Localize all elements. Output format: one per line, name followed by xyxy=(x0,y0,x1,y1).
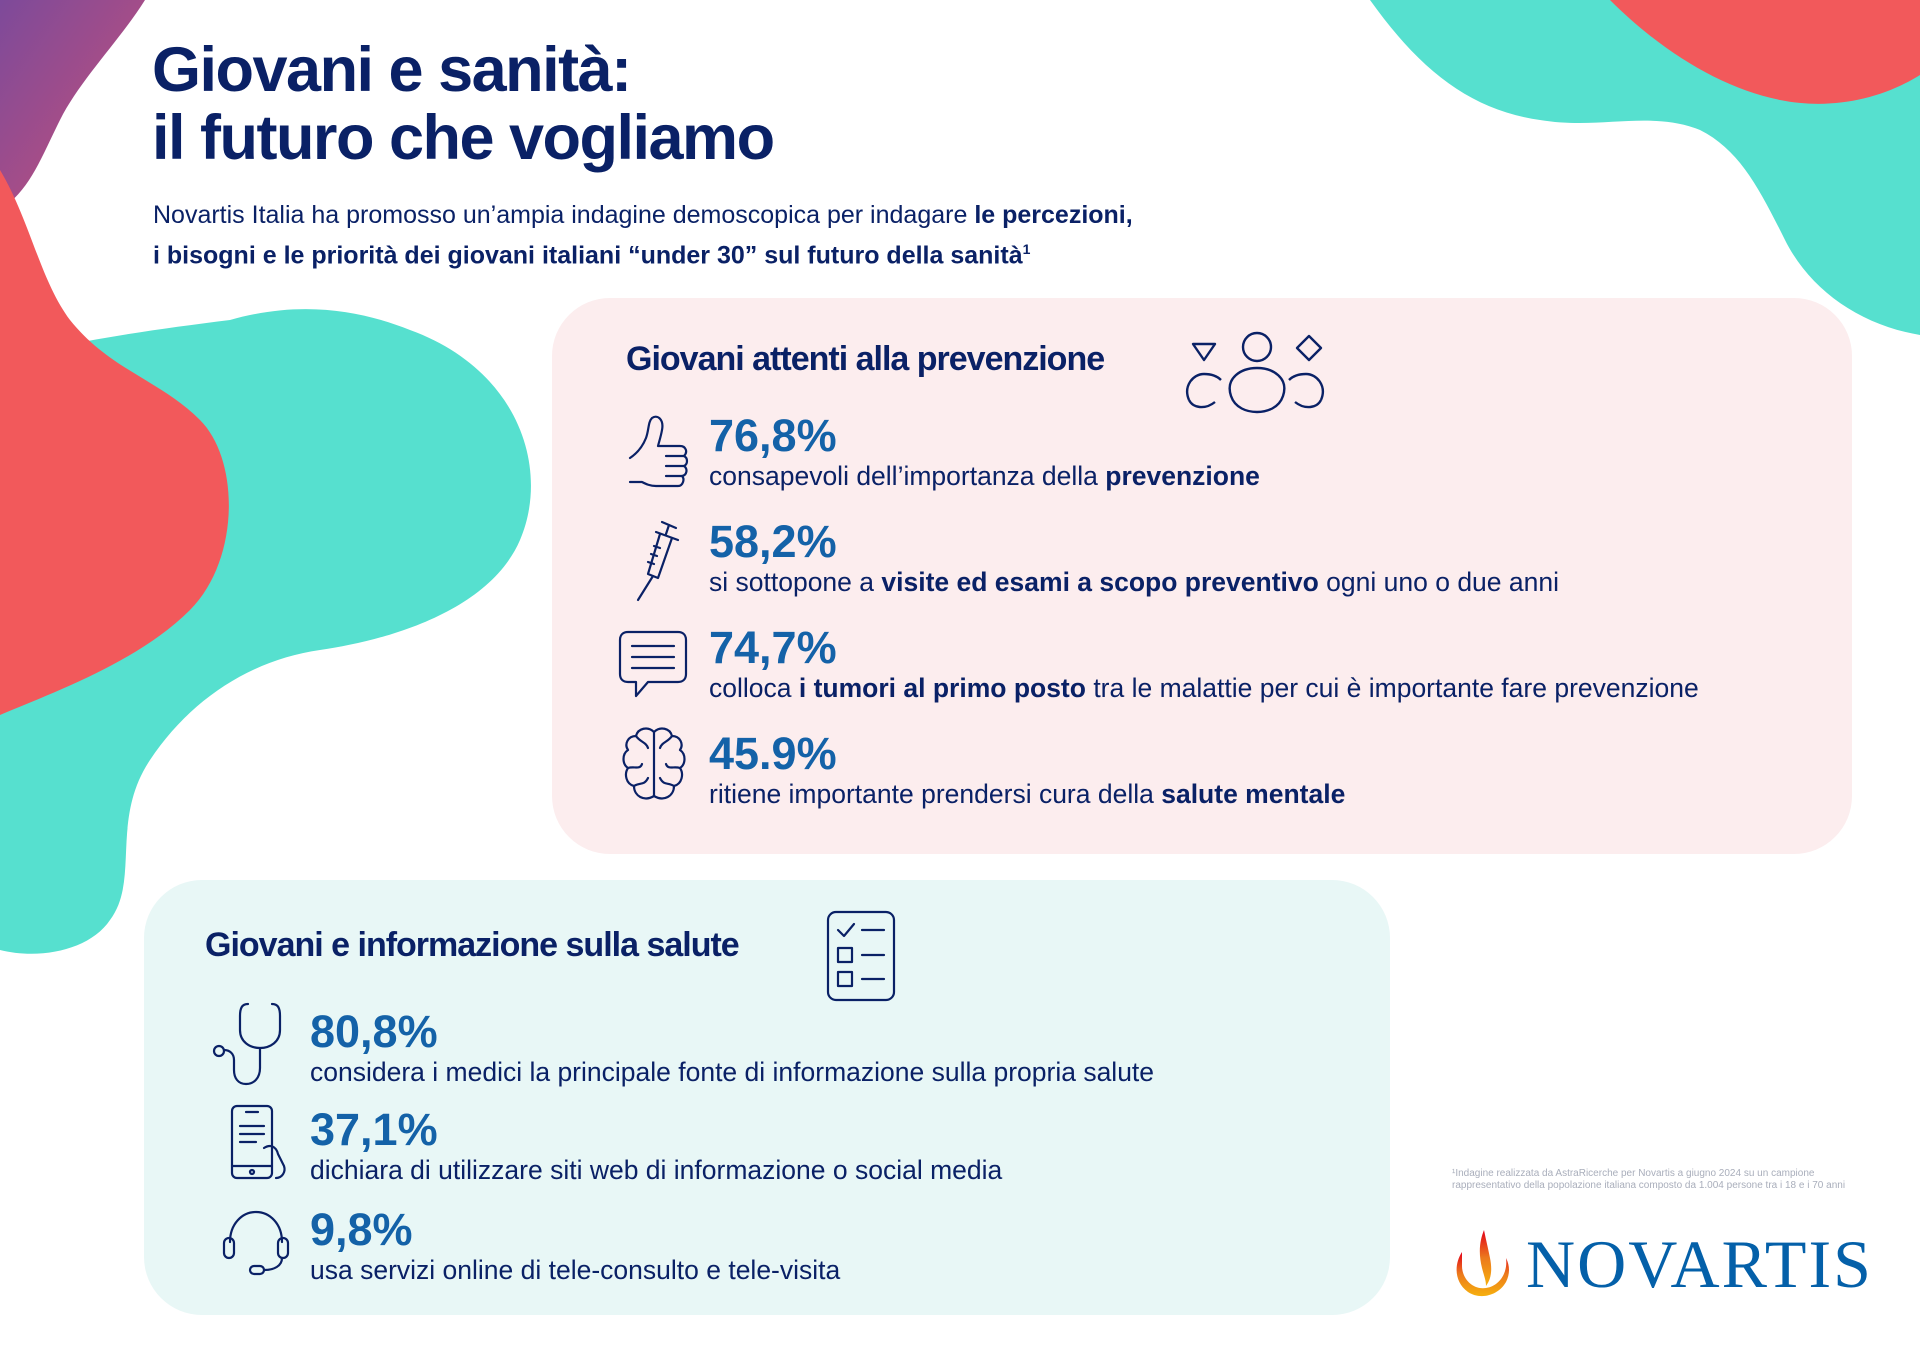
stat-web-social: 37,1% dichiara di utilizzare siti web di… xyxy=(310,1106,1002,1186)
syringe-icon xyxy=(632,518,682,602)
stat-value: 58,2% xyxy=(709,516,837,567)
stat-doctors-source: 80,8% considera i medici la principale f… xyxy=(310,1008,1154,1088)
blob-coral-left xyxy=(0,170,229,715)
footnote: ¹Indagine realizzata da AstraRicerche pe… xyxy=(1452,1168,1872,1192)
intro-text: Novartis Italia ha promosso un’ampia ind… xyxy=(153,198,1133,272)
intro-line1-bold: le percezioni, xyxy=(974,201,1133,229)
intro-line2-bold: i bisogni e le priorità dei giovani ital… xyxy=(153,241,1023,270)
stat-value: 37,1% xyxy=(310,1104,438,1155)
prevention-panel-title: Giovani attenti alla prevenzione xyxy=(626,340,1105,378)
stat-value: 45.9% xyxy=(709,728,837,779)
page-title-line1: Giovani e sanità: xyxy=(152,35,632,105)
novartis-logo: NOVARTIS xyxy=(1452,1228,1873,1298)
stat-description: considera i medici la principale fonte d… xyxy=(310,1057,1155,1087)
thumbs-up-icon xyxy=(626,414,690,494)
smartphone-icon xyxy=(228,1104,292,1180)
stat-value: 80,8% xyxy=(310,1006,438,1057)
footnote-ref: 1 xyxy=(1022,241,1031,257)
intro-line1: Novartis Italia ha promosso un’ampia ind… xyxy=(153,198,1133,232)
stat-description: consapevoli dell’importanza della preven… xyxy=(709,461,1260,491)
prevention-panel xyxy=(552,298,1852,854)
page-title-line2: il futuro che vogliamo xyxy=(152,103,775,173)
stat-preventive-visits: 58,2% si sottopone a visite ed esami a s… xyxy=(709,518,1559,598)
intro-line2: i bisogni e le priorità dei giovani ital… xyxy=(153,232,1133,272)
novartis-flame-icon xyxy=(1456,1230,1509,1297)
stat-teleconsult: 9,8% usa servizi online di tele-consulto… xyxy=(310,1206,840,1286)
stat-description: colloca i tumori al primo posto tra le m… xyxy=(709,673,1699,703)
novartis-wordmark: NOVARTIS xyxy=(1526,1226,1873,1302)
headset-icon xyxy=(222,1208,290,1276)
stat-description: usa servizi online di tele-consulto e te… xyxy=(310,1255,841,1285)
chat-bubble-icon xyxy=(618,630,688,698)
stat-mental-health: 45.9% ritiene importante prendersi cura … xyxy=(709,730,1345,810)
stat-description: ritiene importante prendersi cura della … xyxy=(709,779,1346,809)
information-panel xyxy=(144,880,1390,1315)
brain-icon xyxy=(620,726,688,804)
stethoscope-icon xyxy=(212,1000,288,1086)
checklist-icon xyxy=(826,910,896,1002)
blob-purple-left xyxy=(0,0,145,210)
stat-value: 76,8% xyxy=(709,410,837,461)
stat-description: si sottopone a visite ed esami a scopo p… xyxy=(709,567,1559,597)
blob-coral-topright xyxy=(1610,0,1920,104)
stat-description: dichiara di utilizzare siti web di infor… xyxy=(310,1155,1003,1185)
intro-line1-regular: Novartis Italia ha promosso un’ampia ind… xyxy=(153,201,975,229)
stat-prevention-awareness: 76,8% consapevoli dell’importanza della … xyxy=(709,412,1260,492)
stat-value: 74,7% xyxy=(709,622,837,673)
page-title: Giovani e sanità: il futuro che vogliamo xyxy=(152,35,775,173)
people-group-icon xyxy=(1175,330,1335,416)
footnote-line2: rappresentativo della popolazione italia… xyxy=(1452,1180,1846,1191)
information-panel-title: Giovani e informazione sulla salute xyxy=(205,926,740,964)
footnote-line1: ¹Indagine realizzata da AstraRicerche pe… xyxy=(1452,1168,1815,1179)
stat-value: 9,8% xyxy=(310,1204,413,1255)
stat-tumors-priority: 74,7% colloca i tumori al primo posto tr… xyxy=(709,624,1699,704)
